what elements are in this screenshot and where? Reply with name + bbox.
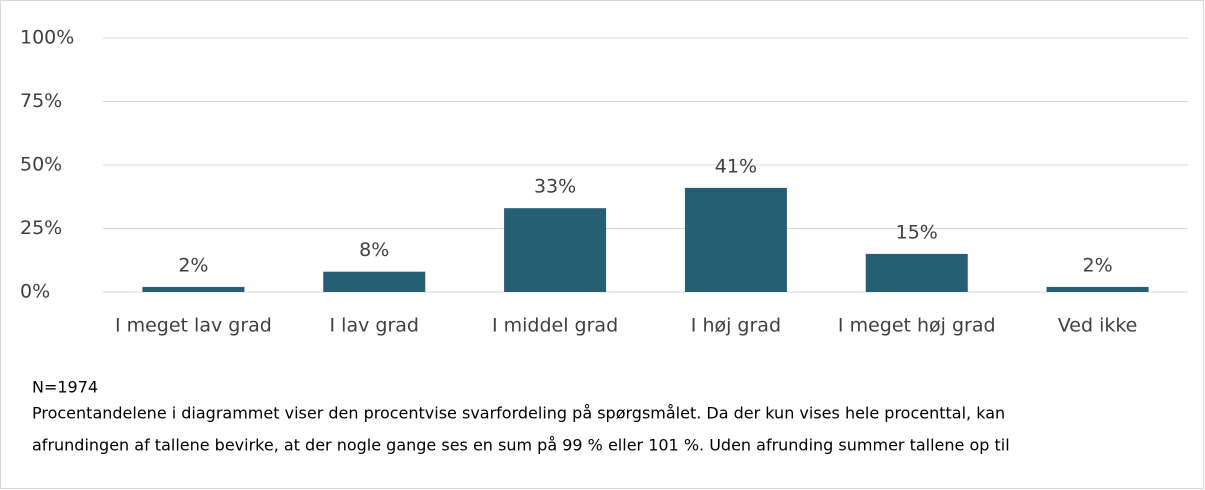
note: afrundingen af tallene bevirke, at der n… <box>32 436 1010 455</box>
data-label: 33% <box>534 176 576 198</box>
x-tick-label: Ved ikke <box>1058 315 1138 337</box>
y-tick-label: 100% <box>20 27 74 49</box>
data-label: 2% <box>178 254 208 276</box>
bar <box>865 253 968 292</box>
bar <box>1046 286 1149 292</box>
bar <box>323 271 426 292</box>
y-tick-label: 50% <box>20 154 62 176</box>
x-tick-label: I høj grad <box>691 315 781 337</box>
data-label: 8% <box>359 239 389 261</box>
data-label: 2% <box>1083 254 1113 276</box>
note: Procentandelene i diagrammet viser den p… <box>32 404 1005 423</box>
x-tick-label: I meget lav grad <box>115 315 272 337</box>
x-tick-label: I lav grad <box>330 315 419 337</box>
y-tick-label: 75% <box>20 90 62 112</box>
x-tick-label: I meget høj grad <box>838 315 996 337</box>
y-tick-label: 25% <box>20 217 62 239</box>
bar <box>142 286 245 292</box>
y-tick-label: 0% <box>20 281 50 303</box>
note: N=1974 <box>32 378 98 397</box>
bar <box>684 187 787 292</box>
data-label: 41% <box>715 155 757 177</box>
data-label: 15% <box>896 221 938 243</box>
x-tick-label: I middel grad <box>492 315 618 337</box>
bar <box>504 208 607 292</box>
